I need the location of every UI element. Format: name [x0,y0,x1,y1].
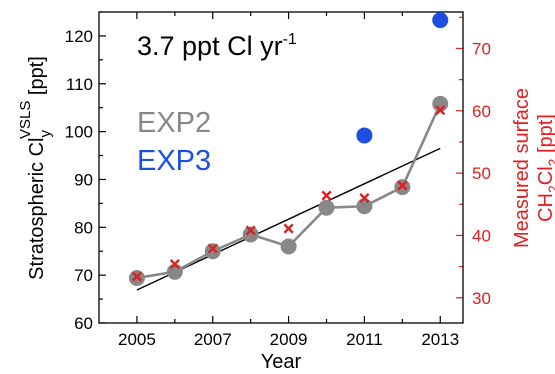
y-right-tick-label: 70 [472,39,491,58]
exp2-point [242,226,259,243]
exp2-point [356,198,373,215]
y-left-tick-label: 80 [74,218,93,237]
measured-point-stroke [321,190,332,201]
measured-point-stroke [283,223,294,234]
y-axis-label-left: Stratospheric ClyVSLS [ppt] [17,56,54,280]
exp2-point [166,263,183,280]
exp3-series [356,12,449,144]
measured-point-stroke [207,243,218,254]
x-tick-label: 2013 [421,330,459,349]
measured-point-stroke [169,259,180,270]
measured-point [321,190,332,201]
measured-point-stroke [397,180,408,191]
x-tick-label: 2005 [118,330,156,349]
measured-point [131,271,142,282]
measured-point [435,105,446,116]
exp2-point [280,238,297,255]
measured-point-stroke [435,105,446,116]
legend-exp3: EXP3 [137,145,211,177]
measured-point-stroke [131,271,142,282]
legend-exp2: EXP2 [137,107,211,139]
y-left-tick-label: 90 [74,170,93,189]
exp2-point [204,243,221,260]
y-axis-label-right-line2: CH2Cl2 [ppt] [535,114,555,222]
tick-labels: 2005 2007 2009 2011 2013 60 70 80 90 100 110 120 30 4… [65,27,491,349]
measured-point [283,223,294,234]
measured-point [397,180,408,191]
trend-rate-annotation: 3.7 ppt Cl yr-1 [137,31,297,61]
y-right-tick-label: 60 [472,102,491,121]
exp3-point [432,12,449,29]
exp2-point [318,199,335,216]
y-left-tick-label: 70 [74,266,93,285]
measured-point [359,192,370,204]
measured-point [169,259,180,270]
measured-point [245,225,256,236]
measured-ch2cl2-series [131,105,446,282]
y-axis-label-right: Measured surface CH2Cl2 [ppt] [511,88,555,248]
y-right-tick-label: 40 [472,226,491,245]
y-left-tick-label: 100 [65,123,93,142]
y-right-tick-label: 50 [472,164,491,183]
measured-point-stroke [245,225,256,236]
measured-point [207,243,218,254]
y-axis-label-right-line1: Measured surface [511,88,533,248]
exp2-point [432,95,449,112]
plot-frame [98,11,464,324]
x-tick-label: 2011 [346,330,383,349]
x-tick-label: 2007 [194,330,232,349]
x-axis-label: Year [261,351,302,373]
y-left-tick-label: 120 [65,27,93,46]
axis-ticks [99,11,463,324]
measured-point-stroke [359,192,370,204]
y-left-tick-label: 110 [66,75,93,94]
exp3-point [356,127,373,144]
y-left-tick-label: 60 [74,314,93,333]
x-tick-label: 2009 [270,330,308,349]
y-right-tick-label: 30 [472,289,491,308]
